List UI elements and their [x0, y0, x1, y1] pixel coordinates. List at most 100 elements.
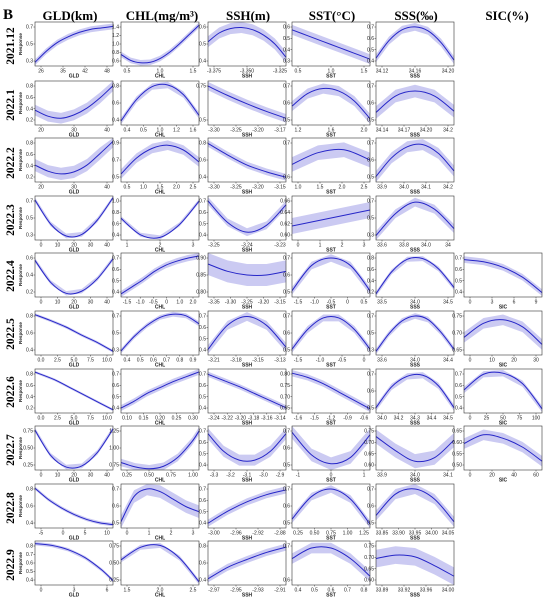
y-tick-label: 0.7: [26, 552, 33, 558]
panel-2022-4-gld: 0 10 20 30 40 0.2 0.4 0.6 GLD Response: [18, 252, 114, 311]
x-tick-label: -2.93: [252, 588, 264, 594]
x-tick-label: 0.15: [139, 416, 149, 422]
panel-2022-4-sic: 0 3 6 9 0.4 0.5 0.6 0.7 SIC: [455, 252, 543, 311]
y-axis-label: Response: [18, 437, 23, 459]
x-tick-label: 10: [489, 358, 495, 364]
x-tick-label: -3.25: [241, 300, 253, 306]
y-tick-label: 1.0: [112, 42, 119, 48]
x-tick-label: 34.1: [421, 185, 431, 191]
x-axis-label: SIC: [499, 421, 508, 427]
response-curve: [207, 26, 287, 58]
y-tick-label: 0.4: [26, 106, 33, 112]
y-tick-label: 0.6: [199, 561, 206, 567]
x-axis-label: GLD: [69, 74, 80, 80]
y-tick-label: 0.6: [199, 325, 206, 331]
x-tick-label: 34.5: [443, 300, 453, 306]
y-tick-label: 0.75: [452, 314, 462, 320]
confidence-band: [121, 140, 199, 179]
row-label-2022-9: 2022.9: [5, 549, 17, 581]
y-tick-label: 0.6: [283, 331, 290, 337]
x-tick-label: 30: [71, 185, 77, 191]
x-tick-label: 0.6: [150, 358, 157, 364]
x-tick-label: 0.5: [295, 69, 302, 75]
y-tick-label: 0.7: [455, 372, 462, 378]
x-tick-label: -3.25: [230, 128, 242, 134]
y-tick-label: 0.5: [283, 348, 290, 354]
panel-2022-3-sss: 33.6 33.8 34.0 34 0.3 0.5 0.7 SSS: [367, 195, 455, 254]
x-tick-label: 34.05: [442, 531, 455, 537]
x-tick-label: 1.5: [124, 588, 131, 594]
y-tick-label: 0.4: [455, 406, 462, 412]
x-tick-label: 20: [38, 185, 44, 191]
panel-2022-6-sss: 34.0 34.2 34.3 34.4 34.5 0.5 0.6 0.7 SSS: [367, 368, 455, 427]
x-tick-label: 33.9: [377, 185, 387, 191]
confidence-band: [208, 253, 286, 286]
response-curve: [291, 372, 371, 410]
y-tick-label: 0.7: [367, 487, 374, 493]
response-curve: [120, 371, 200, 409]
row-label-2022-1: 2022.1: [5, 89, 17, 121]
x-tick-label: -1.5: [294, 300, 303, 306]
panel-2022-2-sss: 33.9 34.0 34.1 34.2 0.5 0.6 0.7 SSS: [367, 137, 455, 196]
column-header-sst: SST(°C): [309, 8, 355, 23]
plot-frame: [207, 483, 287, 529]
y-tick-label: 0.6: [26, 383, 33, 389]
x-tick-label: 5: [84, 531, 87, 537]
x-axis-label: SSH: [242, 305, 253, 311]
x-tick-label: 10: [55, 473, 61, 479]
x-tick-label: 1: [148, 531, 151, 537]
y-tick-label: 0.8: [26, 372, 33, 378]
y-tick-label: 0.6: [26, 256, 33, 262]
x-tick-label: 34.2: [443, 185, 453, 191]
x-tick-label: -3.24: [241, 243, 253, 249]
plot-frame: [207, 80, 287, 126]
confidence-band: [292, 254, 370, 295]
y-axis-label: Response: [18, 264, 23, 286]
row-label-2022-8: 2022.8: [5, 492, 17, 524]
y-tick-label: 1.25: [109, 429, 119, 435]
panel-2022-8-chl: 0 1 2 3 0.5 0.6 0.7 CHL: [112, 483, 200, 542]
x-tick-label: 5.0: [71, 416, 78, 422]
y-tick-label: 0.5: [112, 278, 119, 284]
x-tick-label: -1: [296, 473, 301, 479]
x-tick-label: -3.23: [274, 243, 286, 249]
y-tick-label: 0.5: [455, 394, 462, 400]
x-tick-label: 50: [500, 416, 506, 422]
confidence-band: [292, 314, 370, 353]
y-tick-label: 0.65: [364, 566, 374, 572]
x-tick-label: -1.5: [310, 416, 319, 422]
y-tick-label: 0.6: [199, 158, 206, 164]
x-tick-label: 30: [88, 300, 94, 306]
confidence-band: [208, 140, 286, 181]
x-tick-label: -3.18: [248, 416, 260, 422]
y-tick-label: 0.5: [367, 175, 374, 181]
y-tick-label: 0.60: [452, 440, 462, 446]
x-tick-label: 33.89: [376, 588, 389, 594]
x-tick-label: 33.95: [409, 531, 422, 537]
y-tick-label: 0.6: [199, 440, 206, 446]
y-tick-label: 1.00: [109, 446, 119, 452]
y-tick-label: 0.4: [199, 59, 206, 65]
x-tick-label: 34.4: [443, 358, 453, 364]
panel-2021-12-sss: 34.12 34.16 34.20 0.4 0.5 0.6 0.7 SSS: [367, 21, 455, 80]
x-tick-label: 0.7: [344, 588, 351, 594]
y-tick-label: 0.55: [452, 451, 462, 457]
response-curve: [120, 24, 200, 64]
y-tick-label: 0.64: [280, 210, 290, 216]
panel-2022-9-sss: 33.89 33.92 33.96 34.00 0.60 0.65 0.70 0.75 SSS: [364, 540, 454, 599]
y-tick-label: 0.4: [199, 233, 206, 239]
y-tick-label: 0.8: [112, 50, 119, 56]
y-tick-label: 0.5: [283, 118, 290, 124]
y-tick-label: 0.65: [364, 451, 374, 457]
confidence-band: [292, 485, 370, 528]
x-tick-label: 34.20: [442, 69, 455, 75]
confidence-band: [121, 199, 199, 240]
x-tick-label: 34.16: [409, 69, 422, 75]
confidence-band: [376, 546, 454, 585]
x-tick-label: 1.0: [176, 300, 183, 306]
y-tick-label: 0.75: [196, 84, 206, 90]
x-tick-label: 2.0: [157, 588, 164, 594]
x-tick-label: 2.5: [54, 358, 61, 364]
response-curve: [34, 141, 114, 175]
